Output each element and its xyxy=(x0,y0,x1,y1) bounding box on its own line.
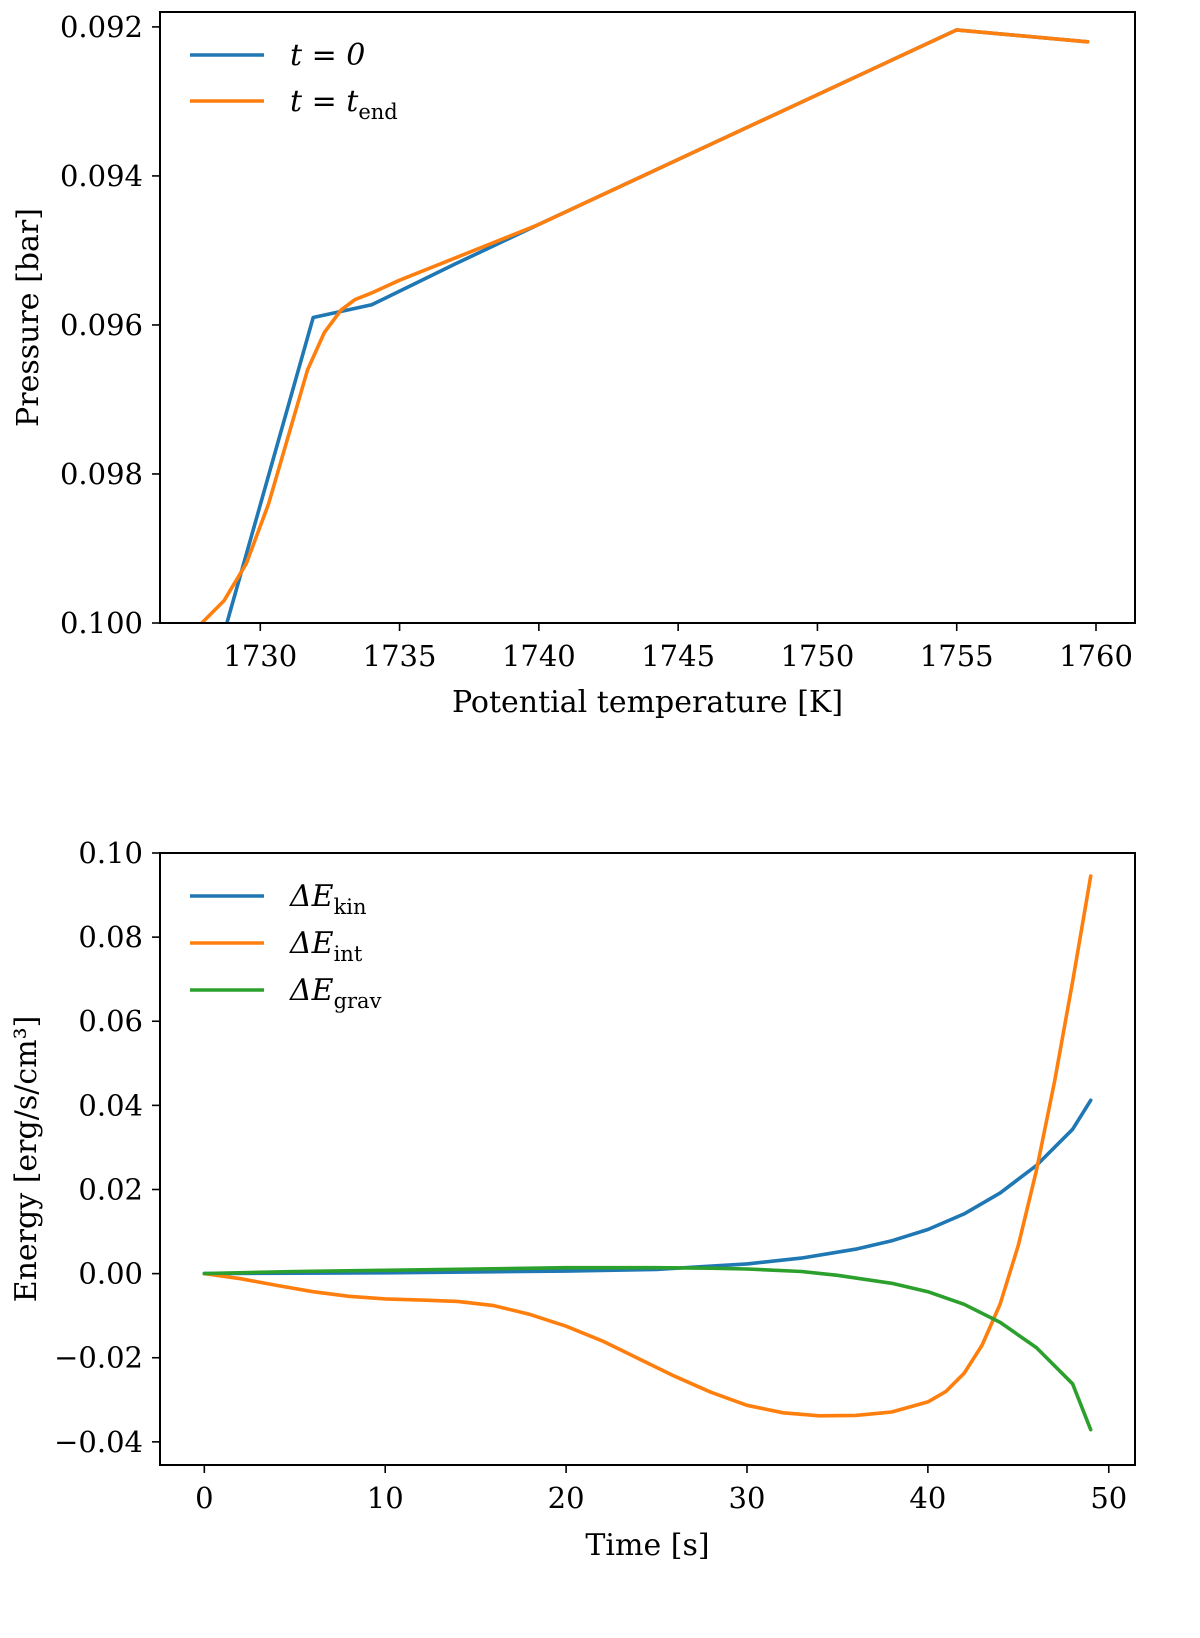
x-tick-label: 1740 xyxy=(502,639,576,673)
series-line-2 xyxy=(202,1265,1093,1432)
y-tick-label: 0.100 xyxy=(60,606,143,640)
y-tick-label: 0.096 xyxy=(60,308,143,342)
y-tick-label: 0.10 xyxy=(78,836,143,870)
x-tick-label: 30 xyxy=(729,1481,766,1515)
legend-label: ΔEkin xyxy=(289,879,367,919)
y-tick-label: −0.04 xyxy=(54,1425,143,1459)
x-tick-label: 40 xyxy=(909,1481,946,1515)
x-tick-label: 1730 xyxy=(223,639,297,673)
x-tick-label: 50 xyxy=(1090,1481,1127,1515)
x-tick-label: 1750 xyxy=(781,639,855,673)
x-tick-label: 1760 xyxy=(1059,639,1133,673)
y-tick-label: 0.00 xyxy=(78,1257,143,1291)
y-tick-label: 0.098 xyxy=(60,457,143,491)
axes-frame xyxy=(159,11,1136,624)
series-line-1 xyxy=(202,874,1093,1418)
x-tick-label: 0 xyxy=(195,1481,213,1515)
x-axis-label: Potential temperature [K] xyxy=(452,685,843,720)
y-tick-label: 0.08 xyxy=(78,920,143,954)
x-tick-label: 20 xyxy=(548,1481,585,1515)
y-axis-label: Pressure [bar] xyxy=(11,208,46,427)
series-line-0 xyxy=(202,1098,1093,1276)
x-tick-label: 1735 xyxy=(363,639,437,673)
y-tick-label: 0.092 xyxy=(60,10,143,44)
legend-label: ΔEint xyxy=(289,926,363,966)
axes-frame xyxy=(159,852,1136,1466)
x-tick-label: 1755 xyxy=(920,639,994,673)
y-tick-label: 0.02 xyxy=(78,1172,143,1206)
x-tick-label: 1745 xyxy=(641,639,715,673)
series-line-1 xyxy=(200,28,1090,623)
legend: ΔEkin ΔEint ΔEgrav xyxy=(190,879,382,1013)
y-tick-label: −0.02 xyxy=(54,1341,143,1375)
pressure-temperature-chart: 1730 1735 1740 1745 1750 1755 1760 0.092 0.094 0.… xyxy=(11,10,1136,720)
series-lines xyxy=(202,874,1093,1432)
legend-label: t = 0 xyxy=(290,38,365,73)
y-tick-label: 0.094 xyxy=(60,159,143,193)
legend: t = 0 t = tend xyxy=(190,38,398,124)
y-tick-label: 0.06 xyxy=(78,1004,143,1038)
y-axis-label: Energy [erg/s/cm³] xyxy=(9,1016,44,1303)
series-lines xyxy=(200,28,1090,623)
x-tick-label: 10 xyxy=(367,1481,404,1515)
y-tick-label: 0.04 xyxy=(78,1088,143,1122)
legend-label: t = tend xyxy=(290,84,398,124)
legend-label: ΔEgrav xyxy=(289,973,382,1013)
energy-time-chart: 0 10 20 30 40 50 −0.04 −0.02 0.00 0.02 0.04 0.06 0.0… xyxy=(9,836,1136,1563)
x-axis-label: Time [s] xyxy=(585,1528,709,1563)
